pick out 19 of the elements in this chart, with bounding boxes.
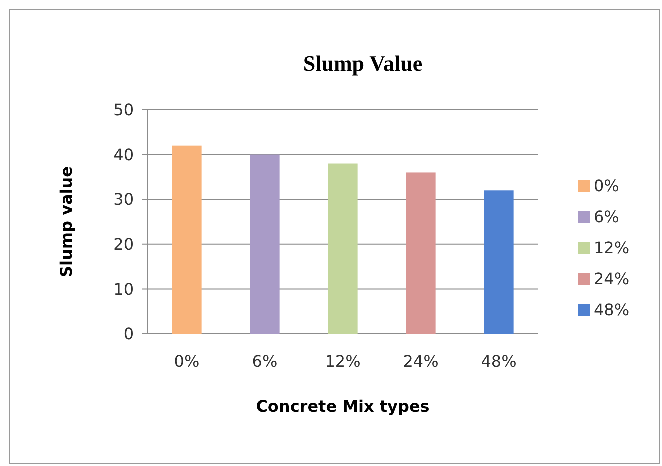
x-tick-label: 12% [325,352,361,371]
y-tick-label: 0 [124,324,134,344]
legend-label: 6% [594,208,620,227]
legend-label: 0% [594,176,620,196]
legend-label: 24% [594,270,630,289]
y-tick-label: 50 [114,100,134,120]
y-tick-label: 20 [114,235,134,254]
y-tick-label: 10 [114,280,134,299]
x-tick-label: 24% [403,352,439,371]
chart-title: Slump Value [303,51,423,76]
y-axis-title: Slump value [57,166,76,278]
x-tick-label: 0% [174,352,200,371]
y-tick-label: 30 [114,190,134,210]
legend-label: 48% [594,300,630,320]
x-tick-label: 6% [252,352,278,371]
legend-label: 12% [594,238,630,258]
y-tick-label: 40 [114,145,134,164]
x-axis-title: Concrete Mix types [256,397,430,416]
x-tick-label: 48% [481,352,517,371]
